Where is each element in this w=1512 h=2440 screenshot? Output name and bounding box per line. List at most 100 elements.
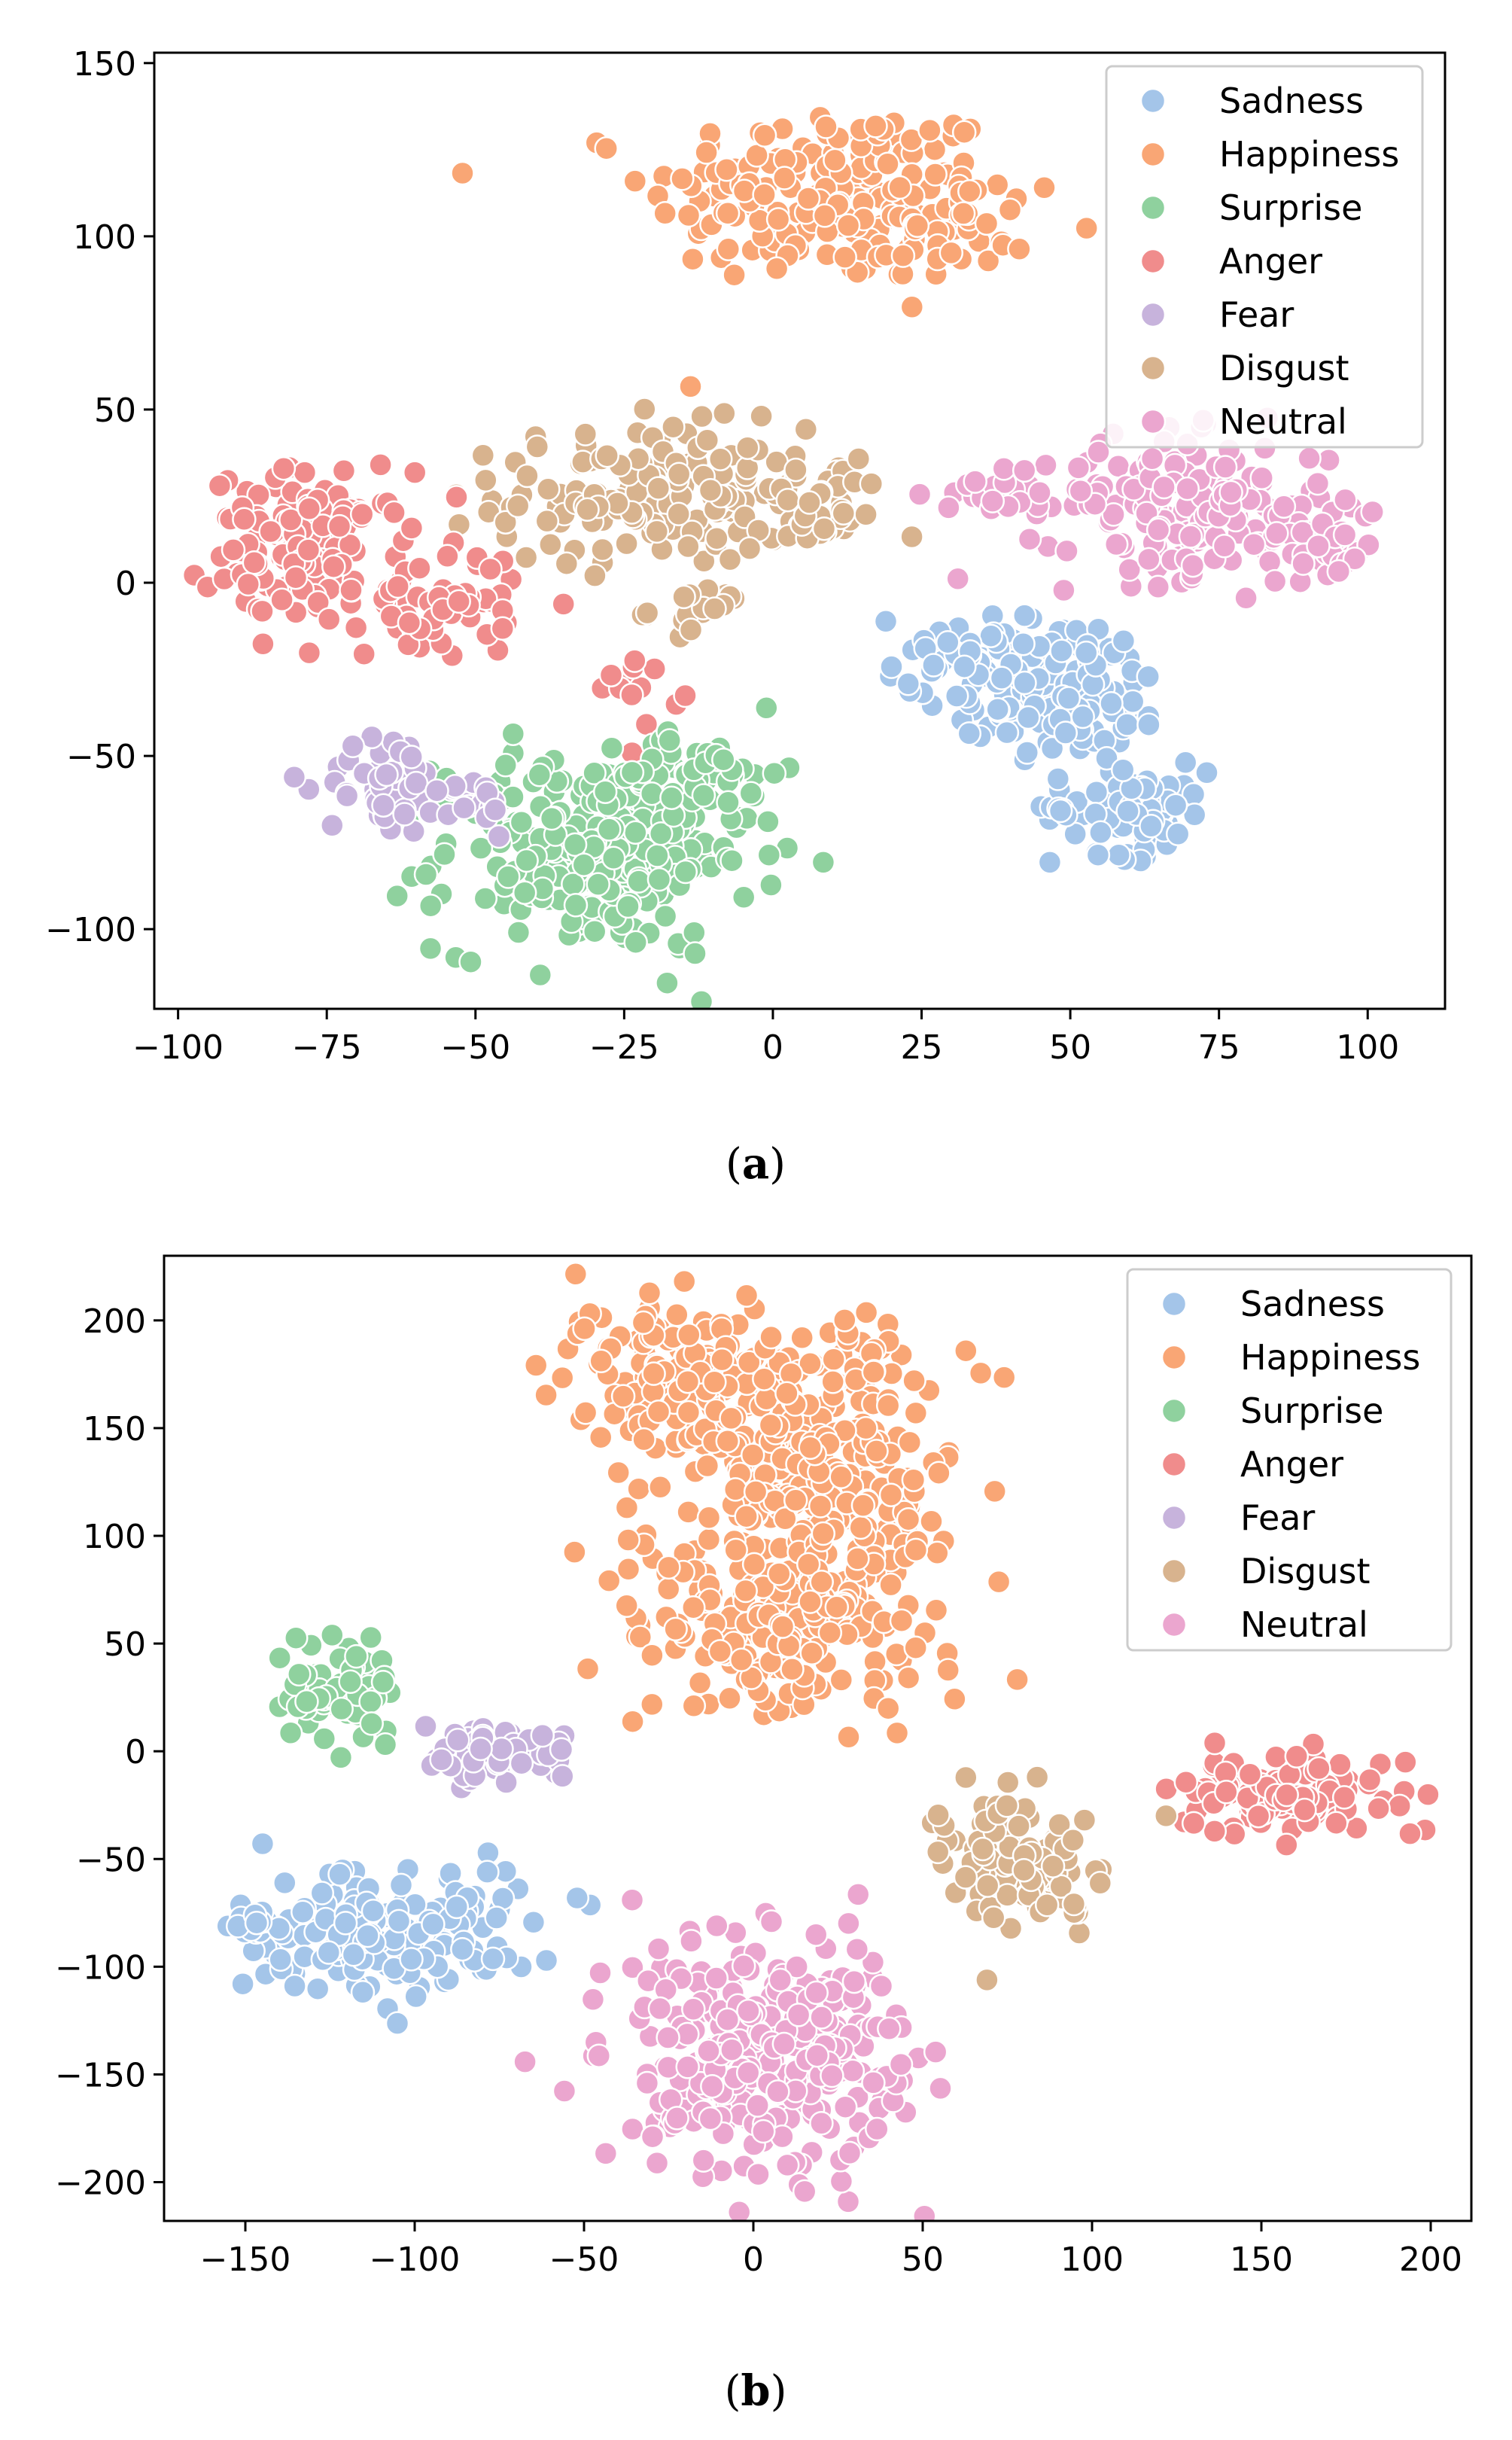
point-anger [1331, 1785, 1357, 1810]
point-happiness [722, 262, 747, 288]
point-sadness [385, 2011, 410, 2036]
point-disgust [698, 477, 723, 503]
point-fear [413, 1713, 438, 1739]
point-anger [349, 501, 375, 527]
point-anger [251, 632, 275, 656]
point-happiness [702, 1369, 727, 1395]
point-fear [549, 1737, 574, 1762]
point-surprise [278, 1720, 303, 1746]
legend-label-fear: Fear [1219, 294, 1294, 335]
point-disgust [735, 435, 760, 460]
point-neutral [923, 2039, 948, 2064]
point-happiness [896, 1665, 921, 1690]
point-happiness [823, 148, 847, 173]
point-surprise [689, 989, 714, 1009]
point-sadness [361, 1898, 386, 1924]
point-sadness [1012, 603, 1037, 628]
point-happiness [563, 1262, 589, 1287]
point-neutral [836, 1911, 861, 1936]
point-neutral [704, 1966, 729, 1991]
point-happiness [926, 1461, 951, 1485]
point-happiness [982, 1479, 1007, 1504]
point-sadness [1099, 691, 1124, 716]
point-neutral [888, 2052, 914, 2077]
point-disgust [1061, 1891, 1087, 1917]
point-happiness [631, 1427, 656, 1452]
point-happiness [821, 1347, 846, 1372]
point-anger [399, 516, 424, 541]
point-happiness [723, 1477, 748, 1502]
point-anger [1202, 1819, 1228, 1844]
legend-label-disgust: Disgust [1219, 348, 1349, 388]
point-happiness [829, 1464, 853, 1490]
point-surprise [344, 1643, 369, 1669]
point-sadness [291, 1899, 315, 1924]
point-happiness [809, 1570, 834, 1595]
point-happiness [829, 1668, 854, 1692]
point-happiness [596, 1568, 622, 1593]
point-happiness [836, 1725, 861, 1750]
point-disgust [695, 428, 720, 452]
point-happiness [752, 123, 777, 148]
point-surprise [582, 918, 607, 944]
point-sadness [1110, 757, 1136, 782]
point-neutral [1145, 574, 1171, 600]
point-happiness [687, 1671, 713, 1695]
point-happiness [984, 172, 1010, 197]
point-neutral [640, 2124, 665, 2149]
point-surprise [653, 903, 678, 929]
point-disgust [1066, 1921, 1092, 1945]
point-disgust [644, 519, 670, 544]
point-disgust [783, 457, 808, 483]
point-happiness [572, 1316, 597, 1342]
point-happiness [562, 1540, 587, 1564]
legend-marker-sadness [1161, 1290, 1188, 1317]
point-anger [258, 519, 283, 544]
point-happiness [951, 201, 976, 226]
point-anger [1246, 1803, 1271, 1829]
point-neutral [1068, 478, 1094, 504]
point-neutral [1306, 533, 1331, 559]
legend-label-sadness: Sadness [1219, 81, 1364, 121]
point-anger [1173, 1769, 1199, 1795]
point-happiness [968, 1360, 993, 1386]
point-disgust [975, 1967, 999, 1993]
point-happiness [919, 1509, 944, 1534]
point-fear [452, 795, 476, 821]
point-happiness [875, 1393, 901, 1418]
point-anger [232, 507, 257, 532]
point-surprise [645, 843, 670, 868]
point-neutral [691, 2148, 716, 2173]
point-anger [269, 587, 294, 613]
point-happiness [614, 1593, 639, 1619]
point-anger [1393, 1750, 1418, 1774]
y-tick-label: −150 [55, 2056, 146, 2094]
point-happiness [954, 1338, 978, 1363]
point-sadness [978, 623, 1003, 648]
point-anger [1416, 1782, 1441, 1807]
point-anger [444, 485, 469, 510]
point-happiness [901, 1467, 926, 1492]
point-surprise [754, 696, 779, 720]
x-axis-b: −150 −100 −50 0 50 100 150 200 [200, 2221, 1462, 2279]
point-sadness [935, 629, 960, 655]
point-sadness [305, 1976, 330, 2001]
point-neutral [936, 495, 961, 520]
point-happiness [975, 248, 1001, 273]
point-happiness [848, 1515, 873, 1540]
point-neutral [845, 1882, 871, 1907]
point-fear [446, 1728, 470, 1753]
point-disgust [534, 508, 560, 534]
y-axis-a: −100 −50 0 50 100 150 [45, 45, 154, 949]
y-tick-label: −200 [55, 2164, 146, 2202]
point-neutral [1106, 454, 1131, 479]
point-anger [446, 589, 471, 614]
point-surprise [811, 850, 836, 875]
point-happiness [717, 1686, 742, 1711]
point-anger [1398, 1821, 1422, 1846]
point-happiness [640, 1643, 665, 1668]
point-sadness [921, 653, 946, 678]
point-happiness [665, 1302, 689, 1327]
point-happiness [974, 211, 999, 236]
point-sadness [1048, 798, 1073, 824]
